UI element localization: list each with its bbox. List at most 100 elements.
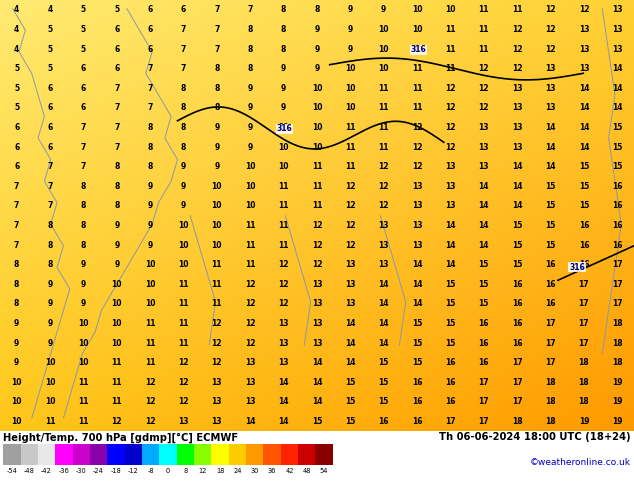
FancyBboxPatch shape	[177, 444, 194, 465]
Text: 10: 10	[112, 319, 122, 328]
Text: 13: 13	[378, 260, 389, 269]
Text: 0: 0	[166, 467, 170, 474]
Text: 16: 16	[512, 280, 522, 289]
Text: 18: 18	[545, 378, 556, 387]
Text: 10: 10	[112, 339, 122, 347]
Text: 12: 12	[412, 143, 422, 151]
Text: 8: 8	[247, 64, 253, 73]
Text: 16: 16	[579, 221, 589, 230]
Text: 11: 11	[245, 260, 256, 269]
Text: 11: 11	[45, 417, 55, 426]
Text: 14: 14	[445, 241, 456, 249]
Text: 6: 6	[114, 25, 119, 34]
Text: 4: 4	[14, 5, 19, 14]
Text: 7: 7	[214, 25, 219, 34]
FancyBboxPatch shape	[20, 444, 38, 465]
Text: 10: 10	[312, 103, 322, 112]
Text: 13: 13	[579, 25, 589, 34]
Text: Th 06-06-2024 18:00 UTC (18+24): Th 06-06-2024 18:00 UTC (18+24)	[439, 432, 631, 442]
Text: 12: 12	[145, 417, 155, 426]
Text: 9: 9	[114, 221, 119, 230]
Text: 9: 9	[148, 241, 153, 249]
Text: 10: 10	[378, 64, 389, 73]
Text: 11: 11	[412, 64, 422, 73]
Text: 14: 14	[579, 103, 589, 112]
Text: 6: 6	[148, 25, 153, 34]
Text: 17: 17	[512, 358, 522, 367]
Text: 15: 15	[445, 319, 456, 328]
Text: 15: 15	[445, 299, 456, 308]
Text: 5: 5	[48, 64, 53, 73]
Text: 14: 14	[412, 299, 422, 308]
Text: 17: 17	[545, 339, 556, 347]
Text: 17: 17	[512, 397, 522, 406]
Text: -30: -30	[76, 467, 87, 474]
Text: 16: 16	[612, 182, 623, 191]
Text: 13: 13	[612, 45, 623, 53]
Text: 10: 10	[278, 162, 289, 171]
Text: 7: 7	[14, 182, 20, 191]
Text: 10: 10	[212, 201, 222, 210]
Text: 10: 10	[212, 241, 222, 249]
Text: 16: 16	[512, 319, 522, 328]
Text: 12: 12	[545, 25, 556, 34]
Text: 9: 9	[14, 339, 19, 347]
Text: 13: 13	[412, 241, 422, 249]
Text: 10: 10	[278, 123, 289, 132]
Text: 15: 15	[345, 417, 356, 426]
Text: 17: 17	[479, 378, 489, 387]
Text: 8: 8	[14, 260, 20, 269]
Text: 16: 16	[545, 280, 556, 289]
Text: 9: 9	[214, 143, 219, 151]
Text: 15: 15	[579, 201, 589, 210]
Text: 12: 12	[145, 397, 155, 406]
Text: 12: 12	[512, 25, 522, 34]
Text: 13: 13	[312, 299, 322, 308]
Text: 9: 9	[314, 25, 320, 34]
FancyBboxPatch shape	[246, 444, 264, 465]
Text: -8: -8	[147, 467, 154, 474]
Text: 8: 8	[183, 467, 188, 474]
Text: 11: 11	[445, 45, 456, 53]
Text: 7: 7	[114, 84, 119, 93]
Text: 8: 8	[247, 25, 253, 34]
Text: 8: 8	[214, 103, 219, 112]
Text: 12: 12	[345, 182, 356, 191]
Text: 12: 12	[345, 241, 356, 249]
Text: 11: 11	[445, 25, 456, 34]
Text: 6: 6	[181, 5, 186, 14]
Text: 18: 18	[579, 358, 589, 367]
Text: 10: 10	[212, 221, 222, 230]
Text: 11: 11	[78, 378, 89, 387]
Text: 14: 14	[378, 339, 389, 347]
Text: 14: 14	[245, 417, 256, 426]
Text: 13: 13	[512, 143, 522, 151]
Text: 18: 18	[545, 397, 556, 406]
Text: -54: -54	[6, 467, 17, 474]
Text: 316: 316	[276, 124, 292, 133]
Text: 6: 6	[48, 84, 53, 93]
FancyBboxPatch shape	[298, 444, 316, 465]
Text: 9: 9	[81, 299, 86, 308]
Text: 6: 6	[148, 45, 153, 53]
Text: 9: 9	[148, 182, 153, 191]
Text: 14: 14	[479, 221, 489, 230]
Text: 54: 54	[320, 467, 328, 474]
Text: 8: 8	[214, 64, 219, 73]
Text: 7: 7	[114, 103, 119, 112]
Text: 9: 9	[48, 319, 53, 328]
Text: 15: 15	[545, 182, 556, 191]
Text: -42: -42	[41, 467, 52, 474]
Text: 12: 12	[178, 397, 189, 406]
Text: 11: 11	[178, 299, 189, 308]
Text: 12: 12	[278, 280, 289, 289]
Text: 12: 12	[445, 123, 456, 132]
Text: 15: 15	[412, 319, 422, 328]
Text: 11: 11	[278, 182, 289, 191]
Text: 14: 14	[345, 358, 356, 367]
Text: 12: 12	[545, 5, 556, 14]
Text: 11: 11	[512, 5, 522, 14]
Text: 14: 14	[612, 64, 623, 73]
Text: 13: 13	[212, 378, 222, 387]
Text: 13: 13	[178, 417, 189, 426]
